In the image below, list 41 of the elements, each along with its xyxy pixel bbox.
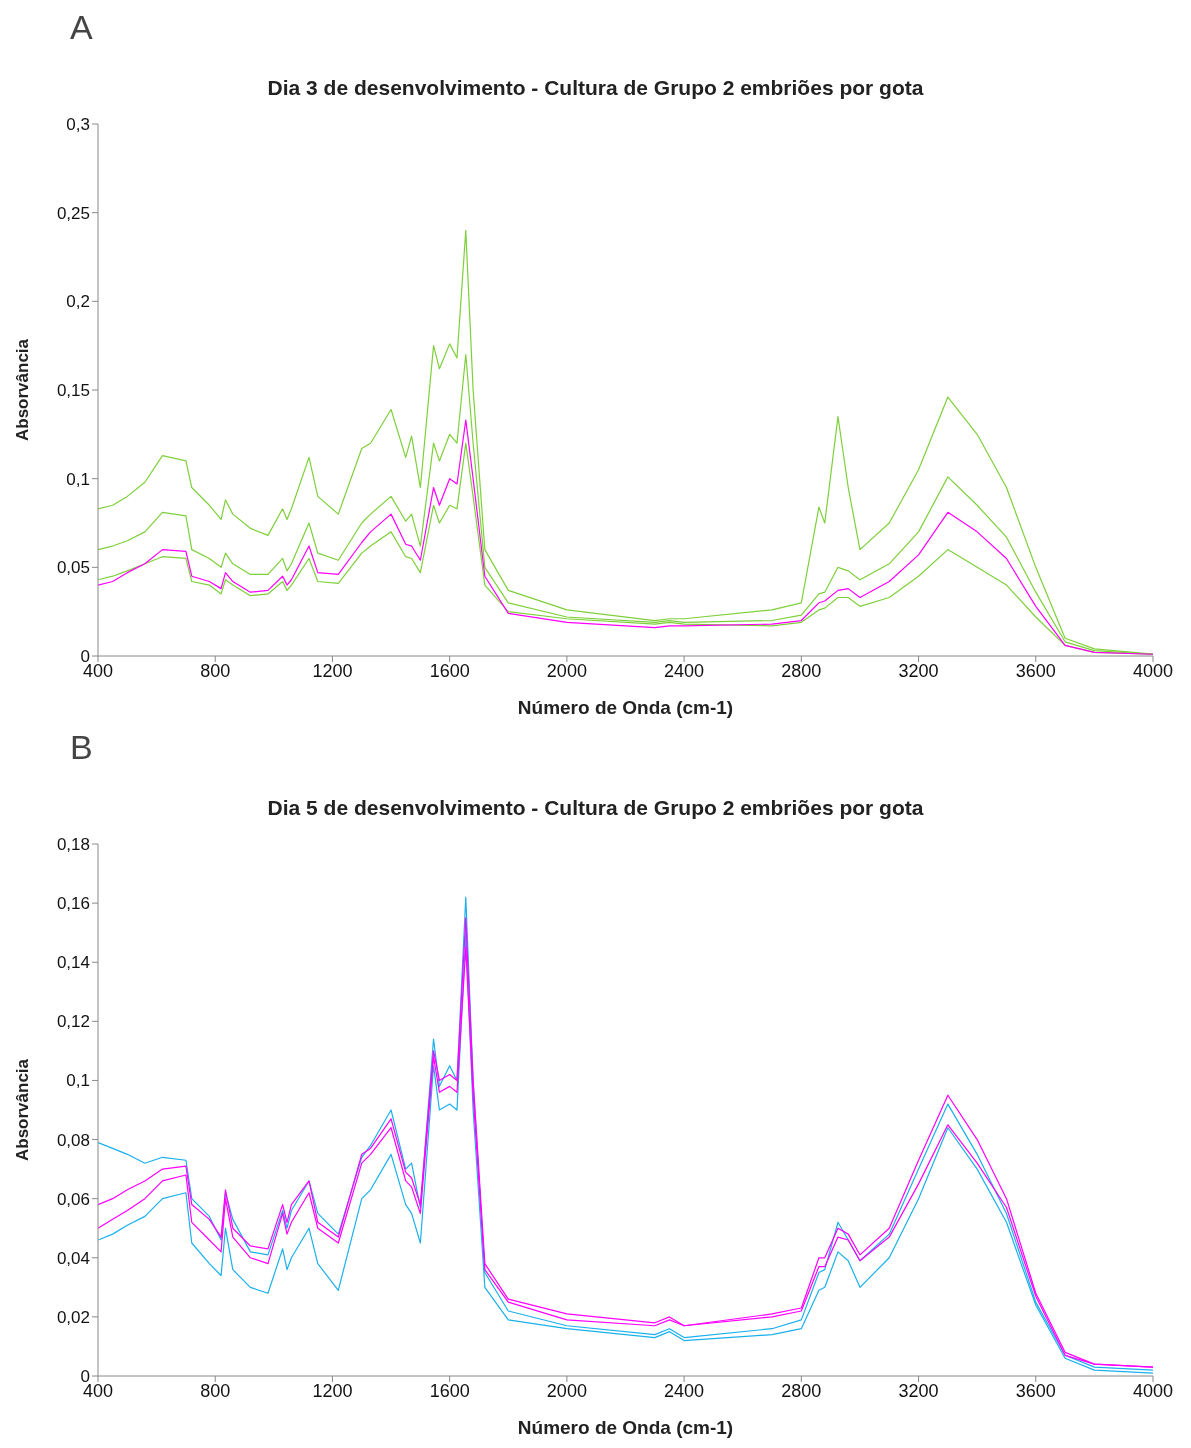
y-tick-label: 0,16 [56,894,90,914]
x-tick-label: 1200 [312,1380,353,1401]
x-tick-label: 1200 [312,660,353,681]
y-tick-label: 0,05 [56,558,90,578]
x-axis-title: Número de Onda (cm-1) [517,1417,734,1438]
x-tick-label: 2800 [781,1380,822,1401]
x-tick-label: 2000 [546,660,587,681]
y-tick-label: 0,15 [56,381,90,401]
chart-title: Dia 5 de desenvolvimento - Cultura de Grupo 2 embriões por gota [266,796,925,820]
x-tick-label: 800 [200,1380,231,1401]
text: A [70,8,93,47]
y-tick-label: 0,1 [66,469,90,489]
x-tick-label: 4000 [1132,660,1174,681]
y-tick-label: 0,06 [56,1189,90,1209]
x-tick-label: 2800 [781,660,822,681]
x-tick-label: 2400 [664,1380,705,1401]
x-tick-label: 800 [200,660,231,681]
x-tick-label: 3600 [1015,660,1056,681]
x-tick-label: 4000 [1132,1380,1174,1401]
x-tick-label: 3600 [1015,1380,1056,1401]
y-tick-label: 0,1 [66,1071,90,1091]
x-tick-label: 1600 [429,660,470,681]
y-tick-label: 0,3 [66,115,90,135]
x-tick-label: 3200 [898,1380,939,1401]
chart-title: Dia 3 de desenvolvimento - Cultura de Grupo 2 embriões por gota [266,76,925,100]
x-tick-label: 3200 [898,660,939,681]
y-axis-title: Absorvância [13,338,33,442]
x-axis-title: Número de Onda (cm-1) [517,697,734,718]
y-axis-title: Absorvância [13,1058,33,1162]
y-tick-label: 0,04 [56,1248,90,1268]
y-tick-label: 0,12 [56,1012,90,1032]
x-tick-label: 1600 [429,1380,470,1401]
y-tick-label: 0,25 [56,203,90,223]
x-tick-label: 2000 [546,1380,587,1401]
y-tick-label: 0,02 [56,1307,90,1327]
y-tick-label: 0,14 [56,953,90,973]
x-tick-label: 2400 [664,660,705,681]
text: B [70,728,93,767]
y-tick-label: 0,18 [56,835,90,855]
y-tick-label: 0,2 [66,292,90,312]
y-tick-label: 0,08 [56,1130,90,1150]
